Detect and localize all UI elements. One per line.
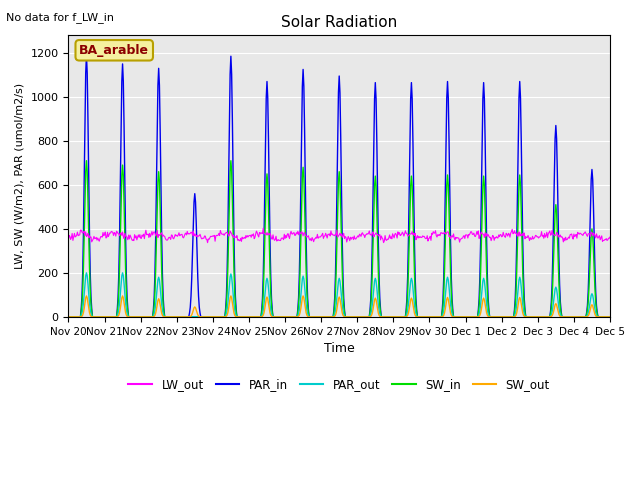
Line: SW_in: SW_in xyxy=(68,161,610,317)
SW_in xyxy=(332,289,339,295)
SW_in xyxy=(384,314,392,320)
PAR_out xyxy=(557,313,565,319)
X-axis label: Time: Time xyxy=(324,342,355,355)
SW_out xyxy=(184,314,192,320)
PAR_in xyxy=(83,52,90,58)
SW_out xyxy=(207,314,215,320)
Y-axis label: LW, SW (W/m2), PAR (umol/m2/s): LW, SW (W/m2), PAR (umol/m2/s) xyxy=(15,83,25,269)
LW_out xyxy=(184,228,191,234)
SW_in xyxy=(606,314,614,320)
PAR_out xyxy=(65,314,72,320)
PAR_in xyxy=(384,314,392,320)
Line: LW_out: LW_out xyxy=(68,228,610,243)
PAR_out xyxy=(384,314,392,320)
PAR_in xyxy=(557,308,565,314)
LW_out xyxy=(385,235,393,240)
PAR_out xyxy=(83,270,90,276)
PAR_in xyxy=(65,314,72,320)
SW_in xyxy=(83,158,90,164)
SW_out xyxy=(606,314,614,320)
LW_out xyxy=(259,226,267,231)
SW_in xyxy=(438,314,445,320)
LW_out xyxy=(558,234,566,240)
PAR_out xyxy=(184,314,192,320)
PAR_out xyxy=(438,314,445,320)
Legend: LW_out, PAR_in, PAR_out, SW_in, SW_out: LW_out, PAR_in, PAR_out, SW_in, SW_out xyxy=(124,373,555,396)
PAR_in xyxy=(438,314,445,320)
LW_out xyxy=(606,234,614,240)
LW_out xyxy=(207,234,215,240)
LW_out xyxy=(438,231,446,237)
SW_out xyxy=(438,314,445,320)
Title: Solar Radiation: Solar Radiation xyxy=(281,15,397,30)
PAR_out xyxy=(606,314,614,320)
LW_out xyxy=(204,240,211,246)
LW_out xyxy=(332,232,340,238)
PAR_out xyxy=(332,308,339,313)
SW_out xyxy=(557,314,565,320)
Line: SW_out: SW_out xyxy=(68,296,610,317)
Line: PAR_in: PAR_in xyxy=(68,55,610,317)
SW_out xyxy=(332,312,339,318)
SW_in xyxy=(184,314,192,320)
PAR_in xyxy=(332,273,339,279)
SW_out xyxy=(83,293,90,299)
PAR_in xyxy=(184,314,192,320)
Text: BA_arable: BA_arable xyxy=(79,44,149,57)
SW_out xyxy=(384,314,392,320)
SW_in xyxy=(65,314,72,320)
Line: PAR_out: PAR_out xyxy=(68,273,610,317)
PAR_in xyxy=(207,314,215,320)
LW_out xyxy=(65,237,72,242)
SW_in xyxy=(207,314,215,320)
PAR_in xyxy=(606,314,614,320)
SW_in xyxy=(557,311,565,316)
SW_out xyxy=(65,314,72,320)
Text: No data for f_LW_in: No data for f_LW_in xyxy=(6,12,115,23)
PAR_out xyxy=(207,314,215,320)
